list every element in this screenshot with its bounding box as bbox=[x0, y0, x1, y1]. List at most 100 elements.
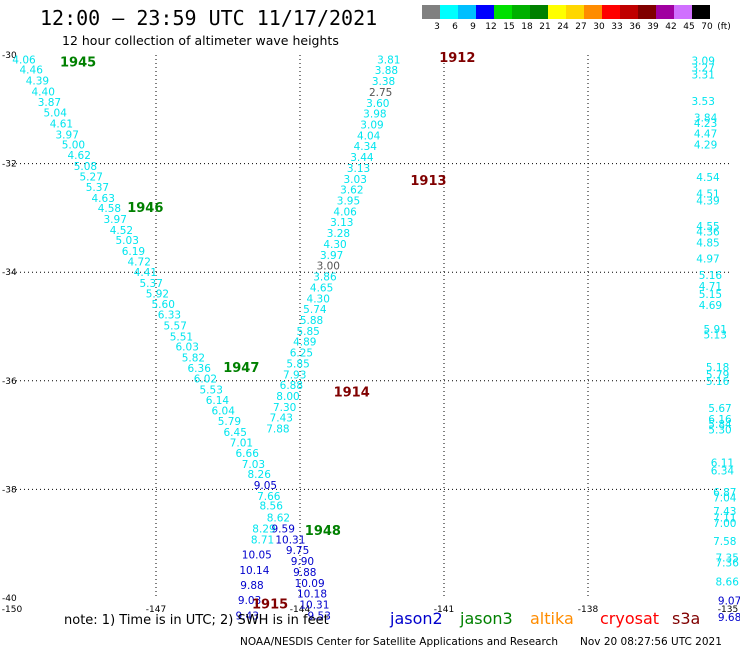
wave-height-value: 8.62 bbox=[267, 513, 290, 525]
wave-height-value: 5.30 bbox=[708, 425, 731, 437]
wave-height-value: 5.13 bbox=[704, 330, 727, 342]
scale-label: 33 bbox=[611, 22, 623, 32]
wave-height-value: 5.92 bbox=[146, 288, 169, 300]
scale-swatch bbox=[566, 5, 584, 19]
wave-height-value: 7.03 bbox=[242, 459, 265, 471]
wave-height-value: 4.52 bbox=[110, 225, 133, 237]
scale-unit: (ft) bbox=[717, 22, 731, 32]
wave-height-value: 7.43 bbox=[270, 413, 293, 425]
wave-height-value: 4.97 bbox=[696, 254, 719, 266]
longitude-tick-label: -147 bbox=[146, 605, 166, 615]
wave-height-value: 6.11 bbox=[711, 457, 734, 469]
longitude-tick-label: -135 bbox=[718, 605, 738, 615]
wave-height-value: 8.56 bbox=[260, 501, 284, 513]
wave-height-value: 3.98 bbox=[363, 109, 386, 121]
scale-label: 27 bbox=[575, 22, 587, 32]
scale-label: 39 bbox=[647, 22, 659, 32]
wave-height-value: 4.51 bbox=[696, 188, 719, 200]
wave-height-value: 9.59 bbox=[272, 523, 295, 535]
wave-height-value: 3.31 bbox=[692, 70, 715, 82]
wave-height-value: 3.97 bbox=[104, 214, 127, 226]
satellite-legend-s3a: s3a bbox=[672, 609, 701, 628]
wave-height-value: 6.34 bbox=[711, 465, 735, 477]
wave-height-value: 7.93 bbox=[283, 369, 306, 381]
wave-height-value: 3.62 bbox=[340, 185, 363, 197]
pass-time-label: 1915 bbox=[252, 597, 288, 612]
pass-time-labels: 1945194619471948191219131914191520542054… bbox=[60, 51, 475, 612]
scale-label: 9 bbox=[470, 22, 476, 32]
map-tick-labels: -30 -32 -34 -36 -38 -40-150 -147 -144 -141 -138 -1… bbox=[2, 51, 738, 615]
wave-height-value: 6.45 bbox=[224, 427, 247, 439]
wave-height-value: 9.88 bbox=[240, 580, 263, 592]
scale-label: 30 bbox=[593, 22, 605, 32]
longitude-tick-label: -150 bbox=[2, 605, 23, 615]
pass-time-label: 1948 bbox=[305, 524, 341, 539]
wave-height-value: 3.84 bbox=[694, 112, 718, 124]
scale-label: 15 bbox=[503, 22, 515, 32]
wave-height-value: 3.88 bbox=[375, 65, 398, 77]
wave-height-value: 6.04 bbox=[212, 406, 236, 418]
wave-height-value: 3.03 bbox=[344, 174, 367, 186]
wave-height-value: 10.31 bbox=[275, 534, 305, 546]
wave-height-value: 2.75 bbox=[369, 87, 392, 99]
wave-height-value: 3.28 bbox=[327, 228, 350, 240]
wave-height-value: 4.23 bbox=[694, 118, 717, 130]
wave-height-value: 8.26 bbox=[248, 469, 272, 481]
wave-height-value: 5.37 bbox=[140, 278, 163, 290]
wave-height-value: 5.67 bbox=[708, 403, 731, 415]
scale-swatch bbox=[422, 5, 440, 19]
wave-height-value: 5.15 bbox=[699, 289, 722, 301]
pass-time-label: 1914 bbox=[334, 386, 370, 401]
scale-swatch bbox=[440, 5, 458, 19]
wave-height-value: 10.09 bbox=[295, 578, 325, 590]
wave-height-value: 5.37 bbox=[86, 182, 109, 194]
wave-height-value: 4.36 bbox=[696, 226, 720, 238]
scale-swatch bbox=[656, 5, 674, 19]
wave-height-value: 3.97 bbox=[56, 129, 79, 141]
wave-height-value: 5.79 bbox=[218, 416, 241, 428]
scale-swatch bbox=[692, 5, 710, 19]
scale-label: 24 bbox=[557, 22, 569, 32]
scale-swatch bbox=[620, 5, 638, 19]
wave-height-value: 9.05 bbox=[254, 480, 277, 492]
wave-height-value: 9.43 bbox=[236, 610, 259, 622]
wave-height-value: 3.53 bbox=[692, 96, 715, 108]
wave-height-value: 5.88 bbox=[300, 315, 323, 327]
satellite-legend-jason3: jason3 bbox=[460, 609, 513, 628]
wave-height-value: 9.75 bbox=[286, 545, 309, 557]
wave-height-value: 6.16 bbox=[708, 414, 732, 426]
wave-height-value: 5.04 bbox=[44, 108, 68, 120]
pass-time-label: 1945 bbox=[60, 56, 96, 71]
scale-swatch bbox=[584, 5, 602, 19]
wave-height-value: 9.53 bbox=[308, 610, 331, 622]
scale-label: 45 bbox=[683, 22, 695, 32]
wave-height-value: 6.36 bbox=[188, 363, 212, 375]
scale-swatch bbox=[530, 5, 548, 19]
scale-label: 21 bbox=[539, 22, 551, 32]
wave-height-value: 3.09 bbox=[360, 120, 383, 132]
wave-height-value: 3.13 bbox=[330, 217, 353, 229]
wave-height-value: 7.58 bbox=[713, 536, 736, 548]
wave-height-value: 6.25 bbox=[290, 348, 313, 360]
wave-height-value: 4.04 bbox=[357, 130, 381, 142]
scale-swatch bbox=[458, 5, 476, 19]
wave-height-value: 3.38 bbox=[372, 76, 395, 88]
scale-label: 12 bbox=[485, 22, 497, 32]
wave-height-value: 4.69 bbox=[699, 300, 722, 312]
wave-height-value: 3.81 bbox=[377, 54, 400, 66]
wave-height-value: 3.13 bbox=[347, 163, 370, 175]
latitude-tick-label: -36 bbox=[2, 377, 17, 387]
longitude-tick-label: -144 bbox=[290, 605, 311, 615]
scale-label: 3 bbox=[434, 22, 440, 32]
wave-height-value: 10.18 bbox=[297, 589, 327, 601]
wave-height-value: 5.03 bbox=[116, 235, 139, 247]
wave-height-value: 4.39 bbox=[696, 196, 719, 208]
wave-height-value: 7.43 bbox=[713, 506, 736, 518]
wave-height-value: 4.72 bbox=[128, 256, 151, 268]
wave-height-value: 4.54 bbox=[696, 172, 720, 184]
scale-swatch bbox=[512, 5, 530, 19]
satellite-legend-cryosat: cryosat bbox=[600, 609, 660, 628]
pass-time-label: 1913 bbox=[410, 174, 446, 189]
wave-height-value: 7.04 bbox=[713, 493, 737, 505]
wave-height-value: 9.90 bbox=[291, 556, 314, 568]
